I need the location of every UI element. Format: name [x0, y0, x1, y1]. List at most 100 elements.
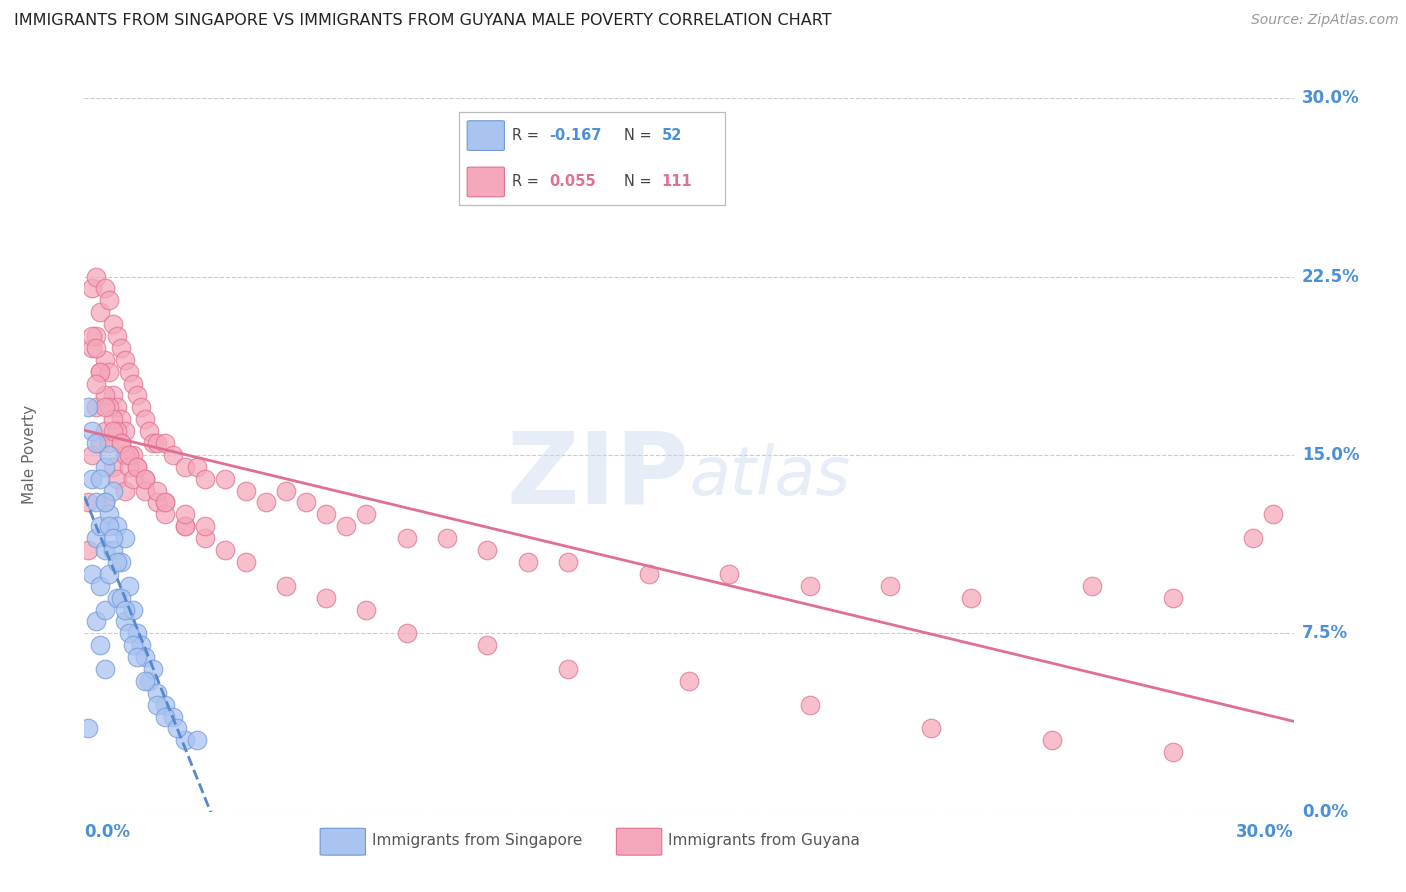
Point	[174, 519, 197, 533]
Point	[114, 602, 136, 616]
Point	[93, 495, 115, 509]
Point	[134, 650, 156, 665]
Text: 22.5%: 22.5%	[1302, 268, 1360, 285]
Point	[194, 519, 217, 533]
Text: 0.055: 0.055	[550, 175, 596, 189]
Point	[125, 650, 148, 665]
Point	[121, 638, 143, 652]
Point	[97, 436, 120, 450]
Point	[146, 686, 169, 700]
Point	[174, 733, 197, 747]
Point	[101, 388, 124, 402]
Point	[89, 579, 111, 593]
Text: N =: N =	[624, 175, 657, 189]
Point	[97, 293, 120, 308]
Point	[134, 412, 156, 426]
Text: -0.167: -0.167	[550, 128, 602, 143]
Point	[101, 483, 124, 498]
Point	[105, 329, 128, 343]
Point	[97, 566, 120, 581]
Text: Male Poverty: Male Poverty	[22, 405, 38, 505]
Point	[118, 365, 141, 379]
Point	[557, 555, 579, 569]
Point	[153, 495, 176, 509]
Text: 0.0%: 0.0%	[84, 822, 131, 841]
Text: 15.0%: 15.0%	[1302, 446, 1360, 464]
Text: IMMIGRANTS FROM SINGAPORE VS IMMIGRANTS FROM GUYANA MALE POVERTY CORRELATION CHA: IMMIGRANTS FROM SINGAPORE VS IMMIGRANTS …	[14, 13, 832, 29]
Text: 30.0%: 30.0%	[1302, 89, 1360, 107]
Point	[1040, 733, 1063, 747]
Point	[153, 698, 176, 712]
Point	[121, 602, 143, 616]
Point	[82, 566, 104, 581]
Point	[110, 412, 132, 426]
Point	[214, 543, 236, 558]
Text: 0.0%: 0.0%	[1302, 803, 1348, 821]
Point	[89, 638, 111, 652]
FancyBboxPatch shape	[616, 829, 662, 855]
Point	[118, 448, 141, 462]
Point	[77, 495, 100, 509]
Point	[146, 483, 169, 498]
Point	[86, 401, 108, 415]
Point	[121, 448, 143, 462]
Point	[82, 281, 104, 295]
Point	[114, 531, 136, 545]
Point	[134, 483, 156, 498]
Point	[1081, 579, 1104, 593]
Point	[101, 424, 124, 438]
Point	[82, 448, 104, 462]
Point	[254, 495, 277, 509]
Point	[89, 365, 111, 379]
Point	[82, 424, 104, 438]
Point	[93, 495, 115, 509]
Point	[125, 626, 148, 640]
Point	[557, 662, 579, 676]
Point	[1161, 745, 1184, 759]
Point	[114, 483, 136, 498]
Point	[477, 543, 499, 558]
Point	[110, 436, 132, 450]
Point	[138, 673, 160, 688]
Point	[335, 519, 357, 533]
Point	[93, 401, 115, 415]
Point	[101, 543, 124, 558]
Point	[920, 722, 942, 736]
Point	[97, 508, 120, 522]
Text: 111: 111	[661, 175, 692, 189]
Point	[121, 376, 143, 391]
Point	[162, 448, 184, 462]
Point	[146, 495, 169, 509]
Point	[118, 459, 141, 474]
Point	[274, 483, 297, 498]
Point	[235, 555, 257, 569]
Point	[101, 531, 124, 545]
Point	[879, 579, 901, 593]
Point	[121, 472, 143, 486]
Point	[125, 459, 148, 474]
Point	[395, 626, 418, 640]
Point	[101, 317, 124, 331]
Point	[1161, 591, 1184, 605]
Point	[134, 472, 156, 486]
Point	[82, 472, 104, 486]
Point	[97, 448, 120, 462]
Point	[125, 388, 148, 402]
Point	[93, 388, 115, 402]
Point	[93, 281, 115, 295]
Point	[86, 615, 108, 629]
FancyBboxPatch shape	[467, 120, 505, 151]
Point	[315, 591, 337, 605]
Point	[678, 673, 700, 688]
Text: 52: 52	[661, 128, 682, 143]
Point	[153, 709, 176, 723]
Point	[1241, 531, 1264, 545]
Point	[82, 341, 104, 355]
Point	[93, 352, 115, 367]
Point	[235, 483, 257, 498]
Point	[89, 365, 111, 379]
Point	[146, 698, 169, 712]
Point	[960, 591, 983, 605]
Point	[516, 555, 538, 569]
Point	[356, 508, 378, 522]
